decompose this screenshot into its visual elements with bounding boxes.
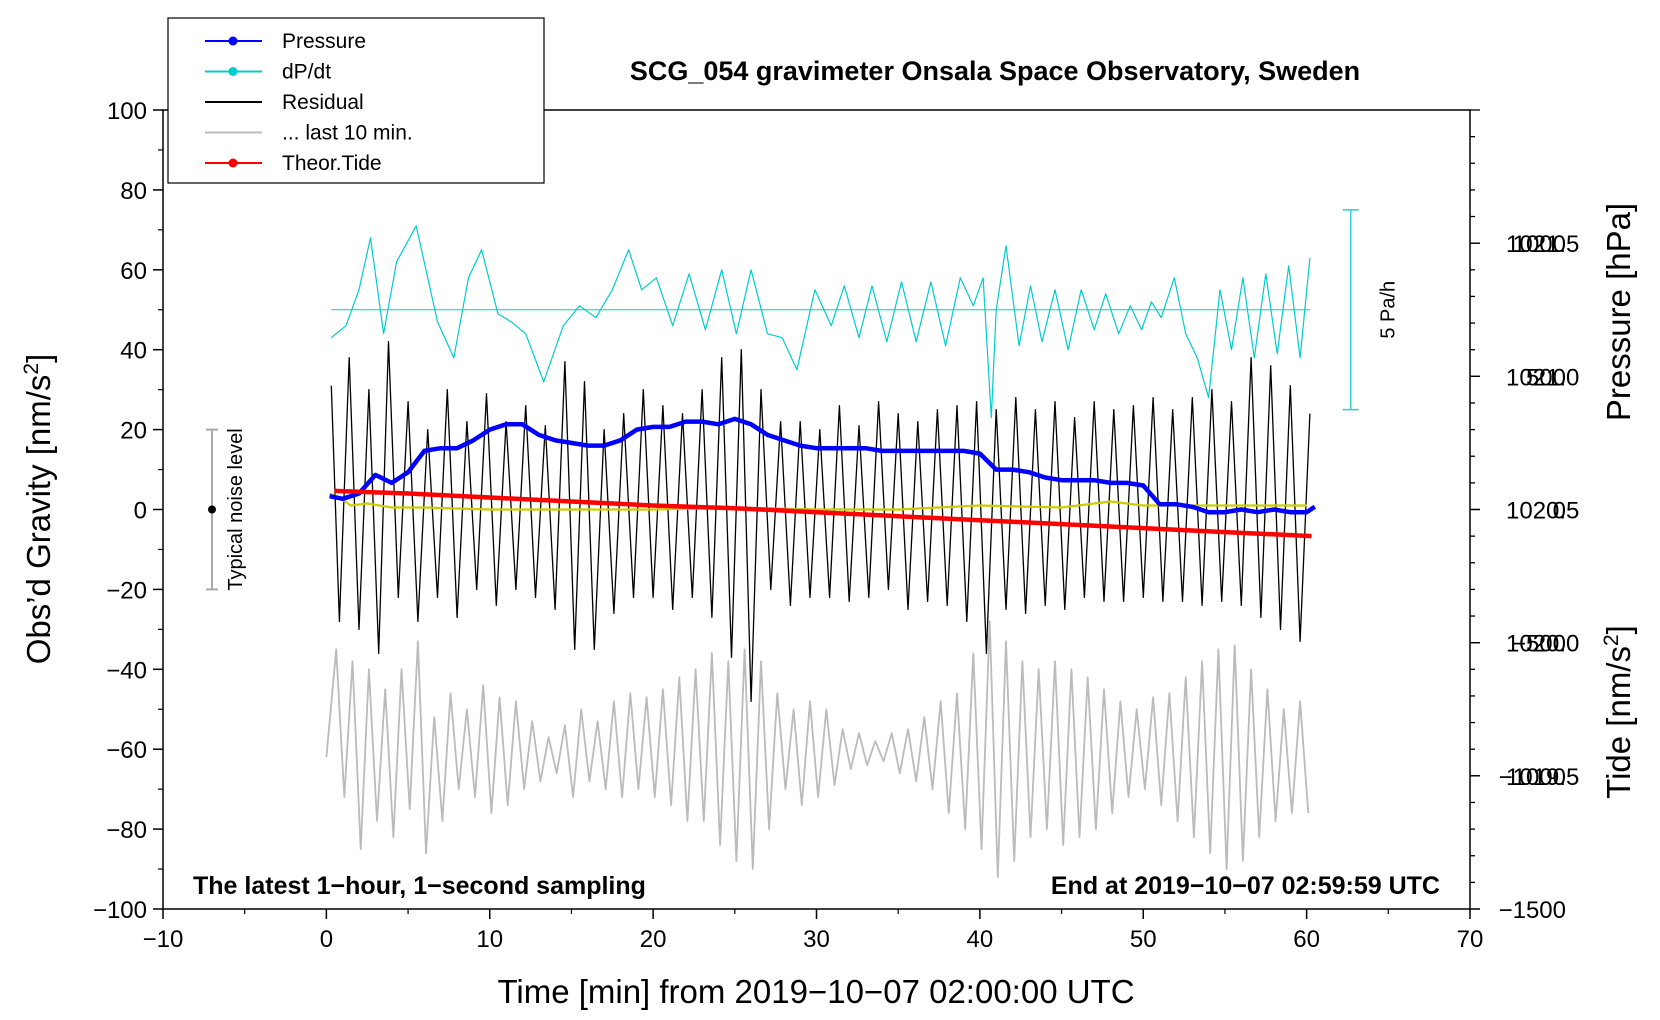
bottom-left-note: The latest 1−hour, 1−second sampling bbox=[193, 872, 646, 900]
legend-marker bbox=[228, 36, 238, 46]
y-axis-title-tide: Tide [nm/s2] bbox=[1600, 625, 1637, 799]
series-line-pressure bbox=[329, 416, 1317, 515]
tide-tick-label: 0 bbox=[1553, 498, 1566, 525]
y-tick-label: −40 bbox=[106, 657, 147, 684]
x-tick-label: 0 bbox=[320, 926, 333, 953]
pressure-tick-label: 1021.0 bbox=[1506, 364, 1579, 391]
pressure-tick-label: 1020.5 bbox=[1506, 498, 1579, 525]
series-line-theor-tide bbox=[334, 488, 1312, 539]
legend-label: Pressure bbox=[282, 30, 366, 53]
x-tick-label: −10 bbox=[143, 926, 184, 953]
x-tick-label: 20 bbox=[640, 926, 667, 953]
series-line-last-10-min bbox=[325, 620, 1310, 878]
pressure-tick-label: 1021.5 bbox=[1506, 231, 1579, 258]
pressure-tick-label: 1020.0 bbox=[1506, 631, 1579, 658]
tide-tick-label: −500 bbox=[1512, 631, 1566, 658]
tide-tick-label: 1000 bbox=[1513, 231, 1566, 258]
legend-label: dP/dt bbox=[282, 61, 331, 84]
tide-tick-label: −1500 bbox=[1499, 897, 1566, 924]
legend-marker bbox=[228, 67, 238, 76]
tide-tick-label: 500 bbox=[1526, 364, 1566, 391]
y-tick-label: −100 bbox=[93, 897, 147, 924]
y-tick-label: 0 bbox=[134, 498, 147, 525]
y-tick-label: 100 bbox=[107, 98, 147, 125]
x-axis-title: Time [min] from 2019−10−07 02:00:00 UTC bbox=[497, 973, 1134, 1010]
x-tick-label: 70 bbox=[1457, 926, 1484, 953]
x-tick-label: 50 bbox=[1130, 926, 1157, 953]
x-tick-label: 30 bbox=[803, 926, 830, 953]
bottom-right-note: End at 2019−10−07 02:59:59 UTC bbox=[1051, 872, 1440, 900]
y-tick-label: 40 bbox=[120, 338, 147, 365]
y-tick-label: 20 bbox=[120, 418, 147, 445]
noise-center-dot bbox=[208, 505, 217, 514]
legend-label: Residual bbox=[282, 91, 364, 114]
y-tick-label: −20 bbox=[106, 577, 147, 604]
y-axis-title-left: Obs’d Gravity [nm/s2] bbox=[20, 354, 57, 665]
tide-tick-label: −1000 bbox=[1499, 764, 1566, 791]
y-tick-label: −60 bbox=[106, 737, 147, 764]
series-line-dp-dt bbox=[330, 225, 1311, 419]
rate-label: 5 Pa/h bbox=[1378, 281, 1400, 339]
y-tick-label: −80 bbox=[106, 817, 147, 844]
series-line-residual bbox=[330, 341, 1311, 702]
legend: Pressure dP/dt Residual ... last 10 min. The… bbox=[167, 17, 545, 184]
pressure-tick-label: 1019.5 bbox=[1506, 764, 1579, 791]
x-tick-label: 60 bbox=[1293, 926, 1320, 953]
noise-label: Typical noise level bbox=[225, 428, 247, 590]
legend-label: Theor.Tide bbox=[282, 152, 382, 175]
chart-title: SCG_054 gravimeter Onsala Space Observat… bbox=[630, 56, 1360, 86]
y-tick-label: 60 bbox=[120, 258, 147, 285]
legend-marker bbox=[228, 158, 238, 168]
plot-area: Typical noise level 5 Pa/h bbox=[162, 109, 1471, 910]
legend-label: ... last 10 min. bbox=[282, 122, 413, 145]
x-tick-label: 40 bbox=[967, 926, 994, 953]
legend-box bbox=[167, 17, 545, 184]
x-tick-label: 10 bbox=[476, 926, 503, 953]
y-tick-label: 80 bbox=[120, 178, 147, 205]
y-axis-title-pressure: Pressure [hPa] bbox=[1600, 203, 1637, 421]
